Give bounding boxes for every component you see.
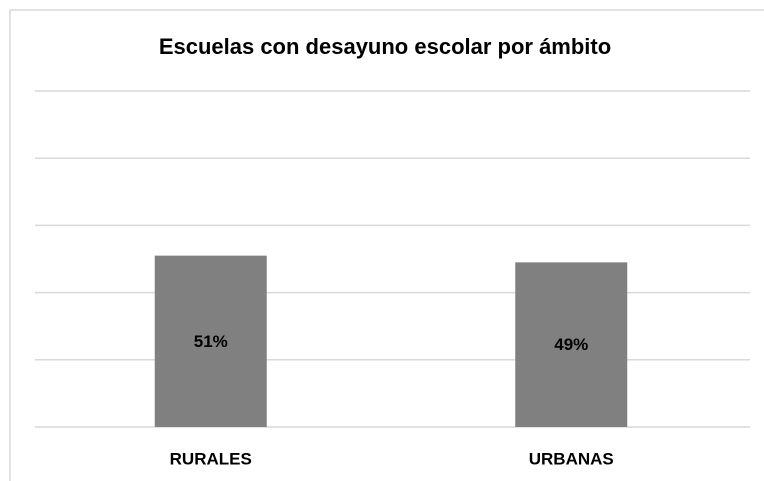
data-label: 49% xyxy=(554,335,588,354)
bar xyxy=(515,262,628,427)
x-tick-label: URBANAS xyxy=(529,449,614,468)
chart-title: Escuelas con desayuno escolar por ámbito xyxy=(159,34,611,59)
x-tick-label: RURALES xyxy=(170,449,252,468)
chart-frame xyxy=(9,9,764,481)
data-label: 51% xyxy=(194,332,228,351)
bar xyxy=(154,255,267,427)
